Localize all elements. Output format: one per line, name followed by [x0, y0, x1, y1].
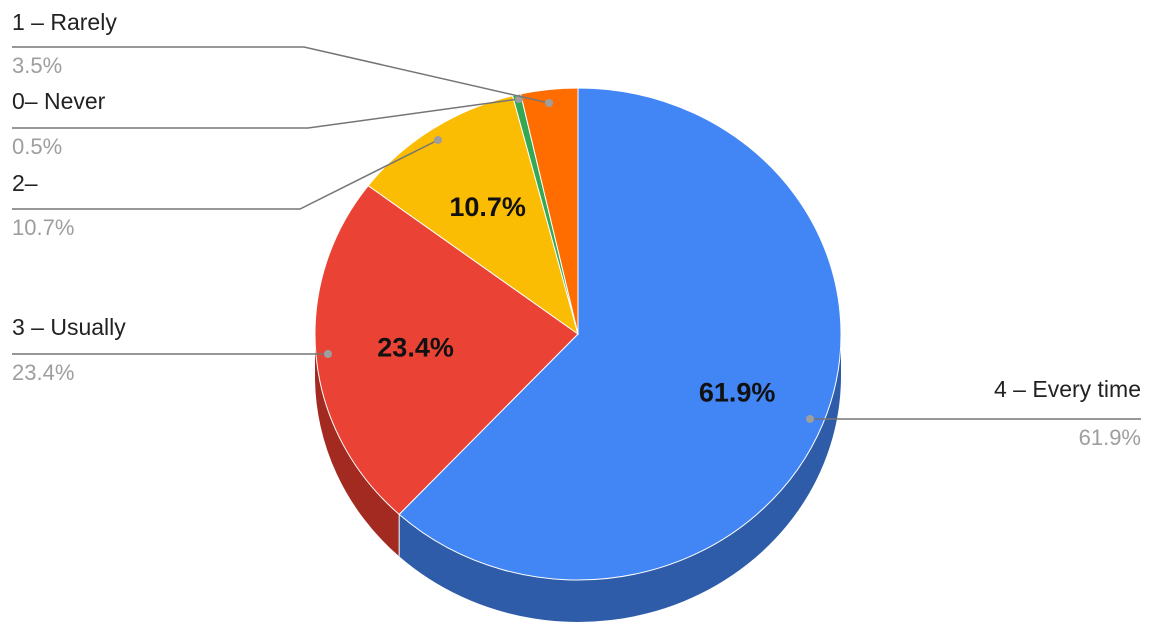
leader-dot-1-rarely [545, 99, 553, 107]
slice-value-label: 10.7% [449, 192, 526, 222]
pie-side-3-usually [315, 334, 400, 557]
leader-line-2 [12, 139, 439, 210]
callout-value-1-rarely: 3.5% [12, 53, 62, 78]
pie-slice-4-every-time [398, 87, 842, 581]
leader-line-0-never [12, 98, 520, 129]
pie-slice-2 [367, 95, 579, 336]
leader-dot-3-usually [324, 350, 332, 358]
callout-label-4-every-time: 4 – Every time [994, 376, 1141, 402]
callout-value-2: 10.7% [12, 215, 74, 240]
callout-value-0-never: 0.5% [12, 134, 62, 159]
slice-value-label: 23.4% [377, 332, 454, 362]
pie-side-layer [315, 334, 841, 622]
pie-side-4-every-time [399, 334, 841, 622]
leader-dot-4-every-time [806, 415, 814, 423]
callout-value-4-every-time: 61.9% [1079, 425, 1141, 450]
pie-top-layer [314, 87, 842, 581]
callout-label-3-usually: 3 – Usually [12, 314, 126, 340]
leader-line-1-rarely [12, 46, 550, 104]
callout-value-3-usually: 23.4% [12, 360, 74, 385]
leader-lines-layer [12, 46, 1141, 423]
pie-slice-3-usually [314, 184, 579, 516]
pie-slice-1-rarely [520, 87, 579, 335]
callout-label-1-rarely: 1 – Rarely [12, 9, 117, 35]
callout-label-0-never: 0– Never [12, 88, 106, 114]
callout-label-2: 2– [12, 170, 38, 196]
labels-layer: 61.9% 23.4% 10.7% 4 – Every time 61.9% 3 – Us… [12, 9, 1141, 450]
leader-dot-2 [434, 136, 442, 144]
slice-value-label: 61.9% [699, 377, 776, 407]
